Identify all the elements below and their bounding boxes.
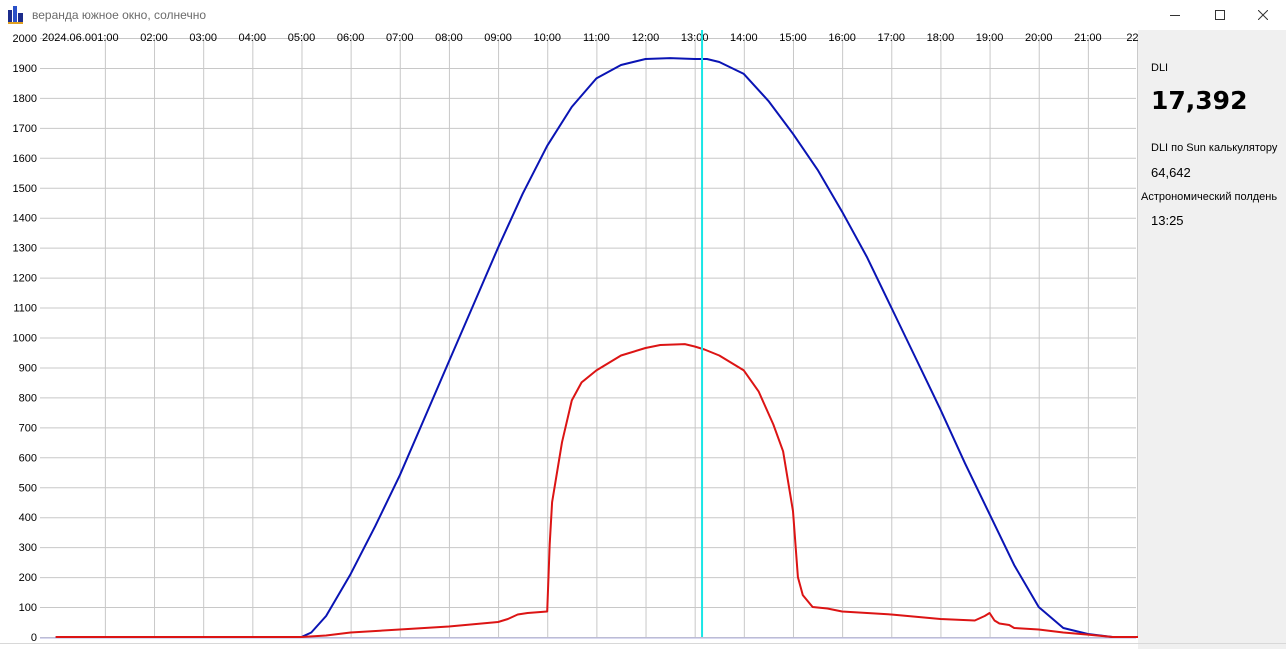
x-tick-label: 05:00 (288, 32, 316, 44)
x-tick-label: 01:00 (91, 32, 119, 44)
x-tick-label: 14:00 (730, 32, 758, 44)
theoretical-light-line (55, 57, 1138, 638)
close-icon (1258, 10, 1268, 20)
close-button[interactable] (1240, 0, 1286, 30)
y-tick-label: 700 (19, 422, 37, 434)
x-tick-label: 18:00 (927, 32, 955, 44)
x-tick-label: 15:00 (779, 32, 807, 44)
y-tick-label: 300 (19, 542, 37, 554)
chart-area[interactable]: 2000 1900 1800 1700 1600 1500 1400 1300 1200 1100… (0, 30, 1138, 649)
side-panel: DLI 17,392 DLI по Sun калькулятору 64,64… (1138, 30, 1286, 649)
y-tick-label: 1100 (13, 303, 37, 315)
x-tick-label: 04:00 (239, 32, 267, 44)
x-tick-label: 10:00 (533, 32, 561, 44)
y-tick-label: 1600 (13, 153, 37, 165)
maximize-button[interactable] (1197, 0, 1243, 30)
x-tick-label: 13:00 (681, 32, 709, 44)
title-bar: веранда южное окно, солнечно (0, 0, 1286, 30)
x-tick-label: 17:00 (878, 32, 906, 44)
minimize-button[interactable] (1152, 0, 1198, 30)
x-tick-label: 07:00 (386, 32, 414, 44)
y-tick-label: 2000 (13, 33, 37, 45)
x-tick-label: 16:00 (828, 32, 856, 44)
start-date-label: 2024.06.0 (42, 32, 91, 44)
x-tick-label: 20:00 (1025, 32, 1053, 44)
x-tick-label: 11:00 (583, 32, 610, 44)
dli-label: DLI (1151, 62, 1169, 74)
astronomical-noon-label: Астрономический полдень (1141, 191, 1278, 203)
minimize-icon (1170, 15, 1180, 16)
x-tick-label: 02:00 (140, 32, 168, 44)
y-tick-label: 0 (31, 632, 37, 644)
y-tick-label: 1000 (13, 333, 37, 345)
x-tick-label: 19:00 (976, 32, 1004, 44)
x-tick-label: 08:00 (435, 32, 463, 44)
sun-calc-label: DLI по Sun калькулятору (1151, 142, 1278, 154)
y-tick-label: 1400 (13, 213, 37, 225)
y-tick-label: 800 (19, 392, 37, 404)
y-tick-label: 1700 (13, 123, 37, 135)
y-tick-label: 500 (19, 482, 37, 494)
x-tick-label: 22:0 (1126, 32, 1138, 44)
y-tick-label: 600 (19, 452, 37, 464)
window-title: веранда южное окно, солнечно (32, 8, 206, 22)
y-tick-label: 1900 (13, 63, 37, 75)
y-tick-label: 900 (19, 362, 37, 374)
y-tick-label: 1500 (13, 183, 37, 195)
x-tick-label: 09:00 (484, 32, 512, 44)
y-tick-label: 200 (19, 572, 37, 584)
measured-light-line (55, 343, 1138, 638)
light-chart[interactable]: 2000190018001700160015001400130012001100… (0, 30, 1138, 649)
astronomical-noon-value: 13:25 (1151, 213, 1184, 228)
maximize-icon (1215, 10, 1225, 20)
y-tick-label: 400 (19, 512, 37, 524)
y-tick-label: 1800 (13, 93, 37, 105)
sun-calc-value: 64,642 (1151, 165, 1191, 180)
window-bottom-edge (0, 643, 1286, 644)
y-tick-label: 100 (19, 602, 37, 614)
y-tick-label: 1200 (13, 273, 37, 285)
y-tick-label: 1300 (13, 243, 37, 255)
dli-value: 17,392 (1151, 86, 1248, 115)
x-tick-label: 06:00 (337, 32, 365, 44)
chart-bars-icon[interactable] (8, 6, 24, 24)
x-tick-label: 03:00 (189, 32, 217, 44)
x-tick-label: 12:00 (632, 32, 660, 44)
x-tick-label: 21:00 (1074, 32, 1102, 44)
